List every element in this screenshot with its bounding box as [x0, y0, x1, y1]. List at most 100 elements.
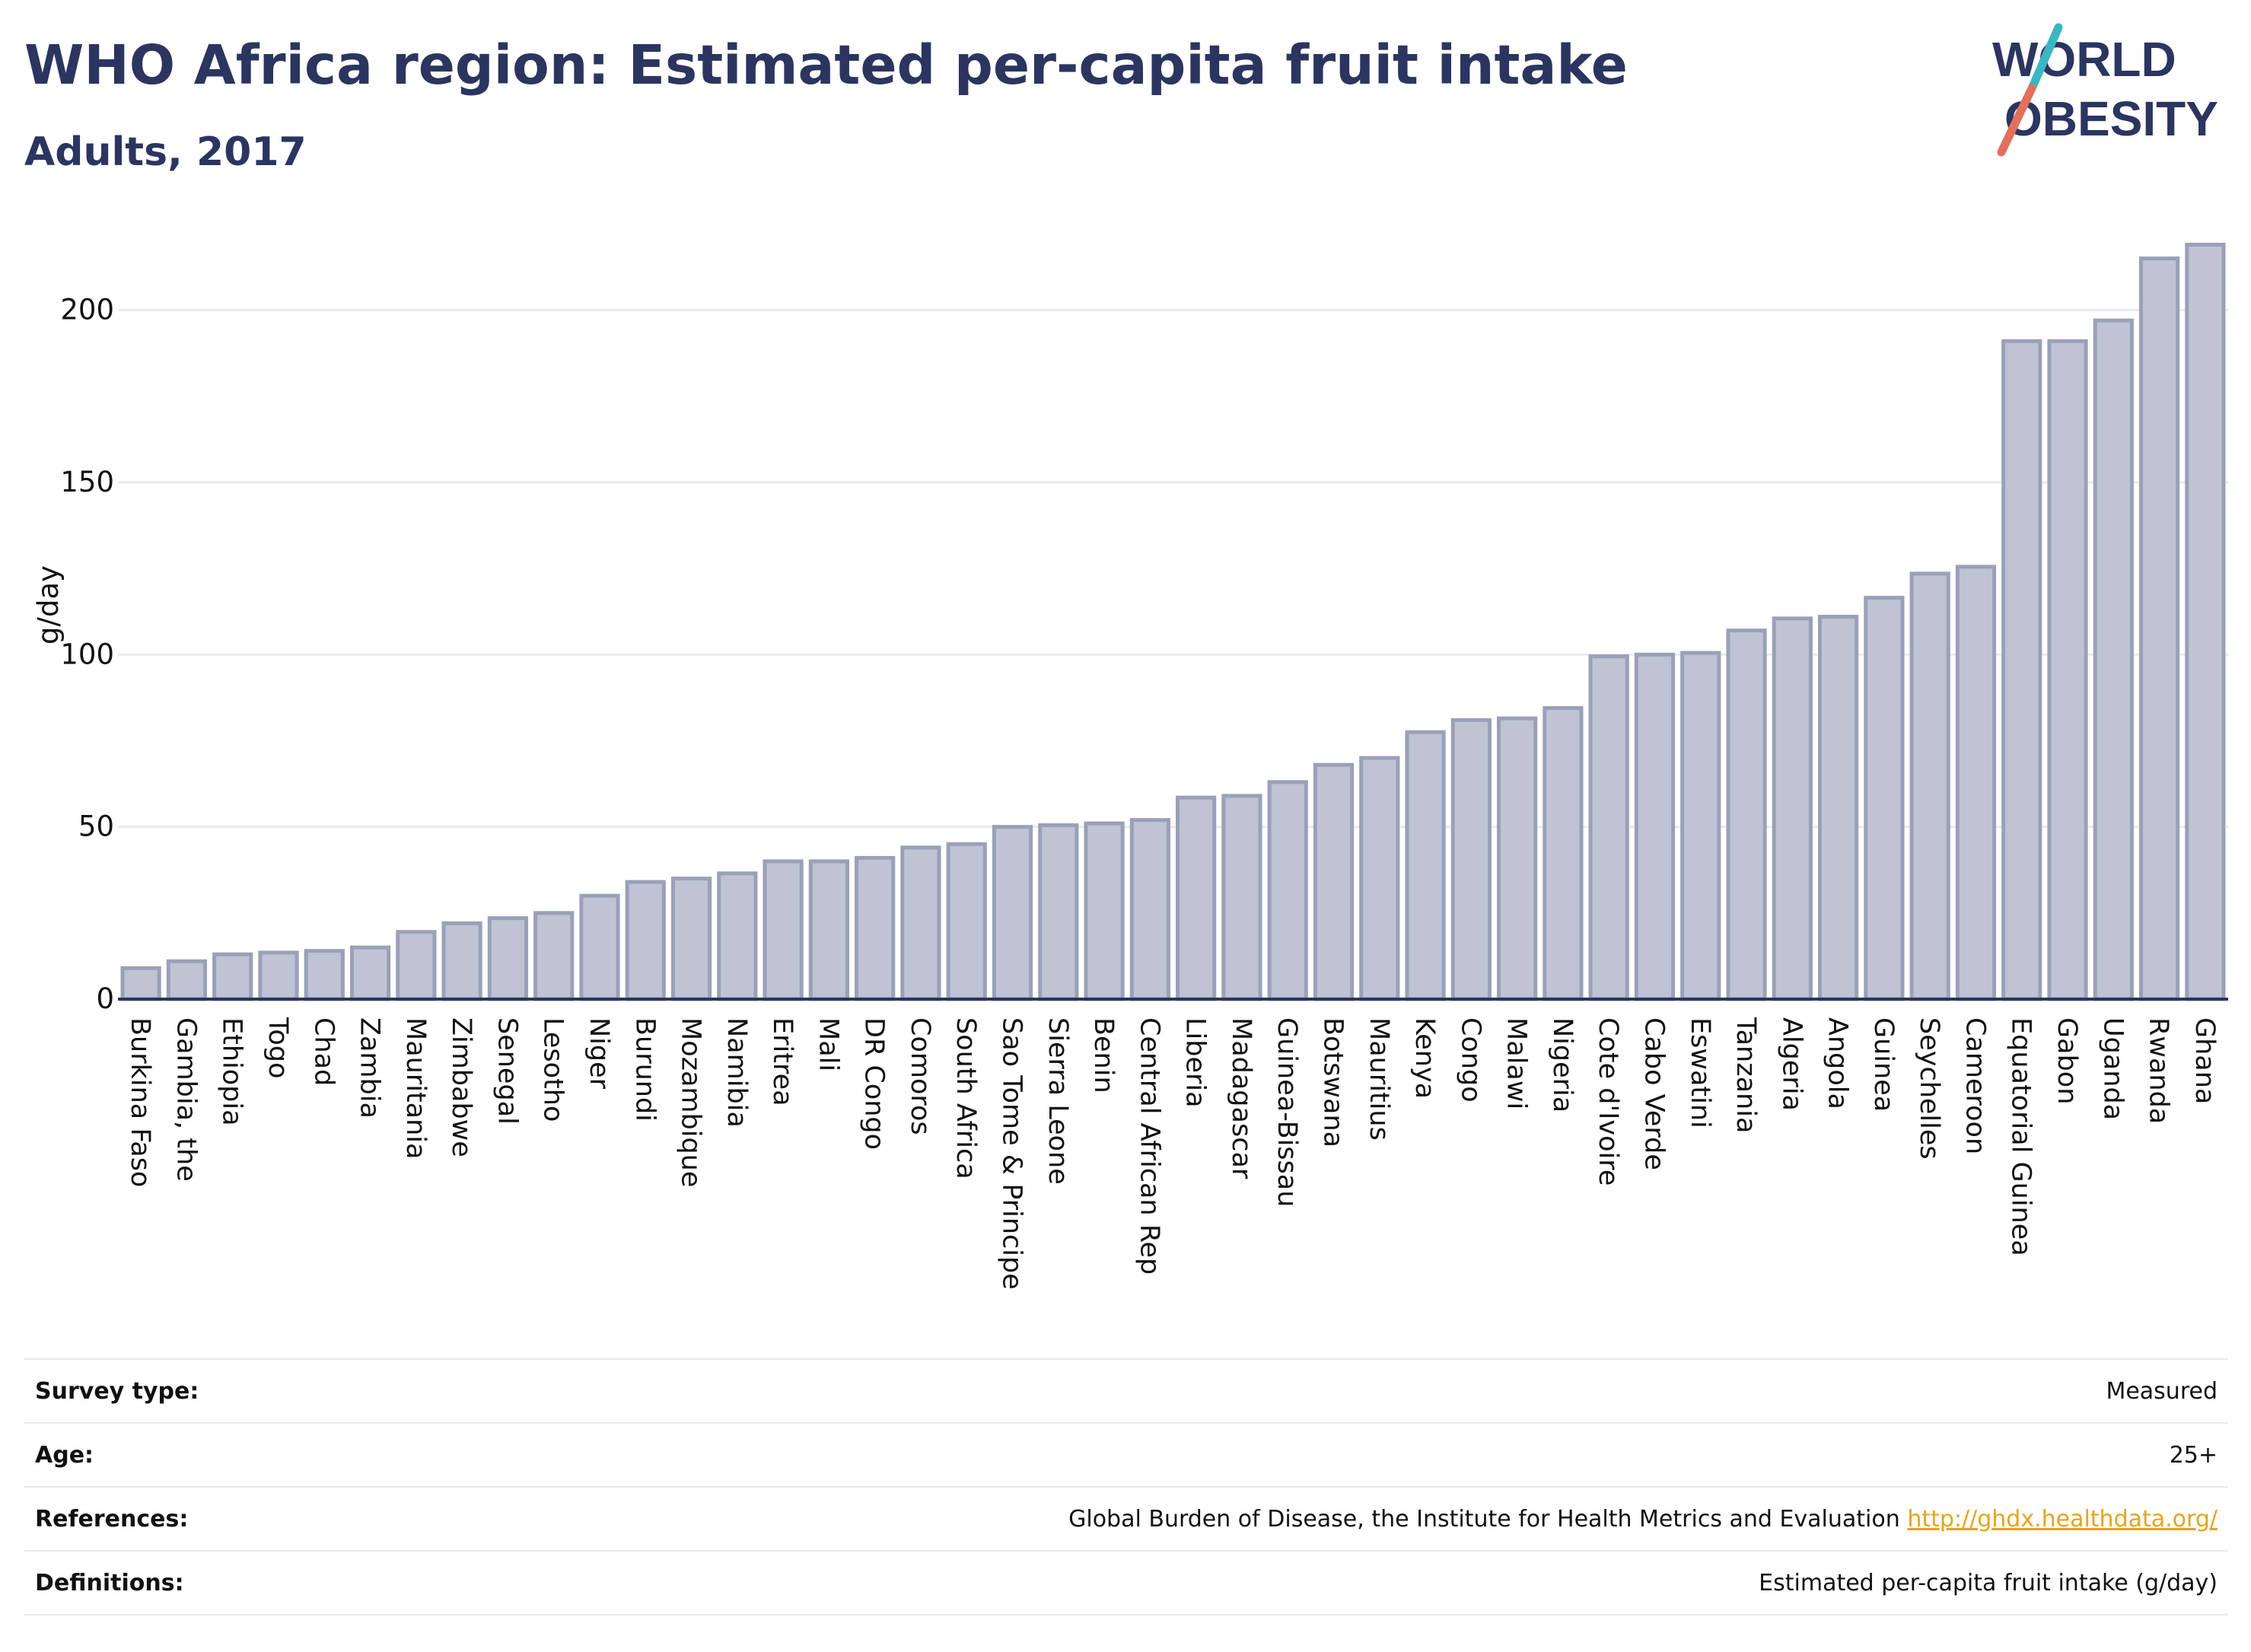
metadata-table: Survey type: Measured Age: 25+ Reference… — [24, 1358, 2228, 1615]
bar — [212, 952, 253, 1001]
bar — [1588, 654, 1629, 1001]
meta-row-definitions: Definitions: Estimated per-capita fruit … — [24, 1550, 2228, 1615]
x-tick-label: Eritrea — [767, 1017, 798, 1106]
x-tick-label: Burkina Faso — [125, 1017, 155, 1187]
x-tick-label: Algeria — [1776, 1017, 1807, 1111]
x-tick-label: Mozambique — [676, 1017, 706, 1187]
x-tick-label: DR Congo — [859, 1017, 890, 1150]
y-tick-label: 50 — [78, 810, 114, 843]
bar — [1221, 794, 1262, 1001]
bar — [808, 859, 849, 1001]
bar — [2001, 339, 2042, 1001]
bar — [1450, 718, 1492, 1001]
meta-label: Definitions: — [35, 1570, 184, 1596]
chart-title: WHO Africa region: Estimated per-capita … — [24, 33, 1628, 97]
meta-value: 25+ — [2169, 1442, 2218, 1469]
bar — [579, 893, 620, 1001]
bar — [166, 959, 208, 1001]
references-link[interactable]: http://ghdx.healthdata.org/ — [1907, 1506, 2218, 1533]
bar — [946, 842, 987, 1001]
bar — [1680, 651, 1721, 1001]
chart-subtitle: Adults, 2017 — [24, 129, 307, 175]
world-obesity-logo: WORLD OBESITY — [1992, 23, 2218, 157]
bar — [763, 859, 804, 1001]
bar — [1726, 629, 1767, 1001]
x-tick-label: Sao Tome & Principe — [997, 1017, 1027, 1290]
bar — [1817, 614, 1859, 1001]
x-tick-label: Zambia — [355, 1017, 385, 1119]
svg-text:WORLD: WORLD — [1992, 32, 2176, 87]
x-tick-label: Gabon — [2052, 1017, 2082, 1104]
x-tick-label: Nigeria — [1547, 1017, 1578, 1112]
bar — [670, 877, 712, 1001]
bar — [1359, 756, 1400, 1001]
bar — [2185, 243, 2226, 1001]
x-tick-label: Malawi — [1501, 1017, 1532, 1109]
x-tick-label: Madagascar — [1226, 1017, 1256, 1179]
x-tick-label: Ethiopia — [217, 1017, 247, 1126]
references-text: Global Burden of Disease, the Institute … — [1068, 1506, 1900, 1533]
bar — [1405, 730, 1446, 1001]
bar — [441, 921, 482, 1001]
bar — [533, 911, 575, 1001]
bar — [2047, 339, 2088, 1001]
bar — [900, 845, 941, 1001]
meta-label: Age: — [35, 1442, 94, 1469]
bar — [258, 950, 299, 1001]
x-tick-label: Togo — [263, 1017, 293, 1078]
bar — [1634, 652, 1676, 1001]
x-tick-label: Cote d'Ivoire — [1593, 1017, 1623, 1186]
bar — [304, 949, 345, 1001]
meta-value: Estimated per-capita fruit intake (g/day… — [1759, 1570, 2218, 1596]
x-tick-label: Namibia — [721, 1017, 752, 1128]
bar — [1038, 823, 1079, 1001]
bar — [1267, 780, 1308, 1001]
x-tick-label: Botswana — [1317, 1017, 1348, 1147]
x-tick-label: Mali — [813, 1017, 843, 1071]
y-tick-label: 150 — [60, 466, 114, 498]
bar — [717, 871, 758, 1001]
bar — [2093, 318, 2134, 1001]
x-tick-label: Comoros — [905, 1017, 935, 1135]
x-tick-label: Liberia — [1180, 1017, 1211, 1108]
x-tick-label: Senegal — [492, 1017, 522, 1125]
svg-text:OBESITY: OBESITY — [2004, 91, 2218, 146]
bar — [1864, 596, 1905, 1001]
x-tick-label: Benin — [1088, 1017, 1119, 1093]
x-tick-label: Seychelles — [1914, 1017, 1944, 1160]
bar — [625, 880, 666, 1001]
bar — [992, 825, 1033, 1001]
meta-label: References: — [35, 1506, 189, 1533]
bar — [1497, 716, 1538, 1001]
x-tick-label: Ghana — [2189, 1017, 2220, 1104]
x-tick-label: Kenya — [1409, 1017, 1440, 1099]
bar — [1129, 818, 1170, 1001]
x-tick-label: Mauritius — [1364, 1017, 1394, 1141]
x-tick-label: Guinea-Bissau — [1272, 1017, 1302, 1207]
y-tick-label: 100 — [60, 638, 114, 670]
bar — [1543, 705, 1584, 1001]
x-tick-label: Guinea — [1868, 1017, 1899, 1112]
meta-row-references: References: Global Burden of Disease, th… — [24, 1486, 2228, 1550]
x-tick-label: Cabo Verde — [1638, 1017, 1669, 1170]
meta-row-age: Age: 25+ — [24, 1422, 2228, 1486]
x-tick-label: Sierra Leone — [1043, 1017, 1073, 1185]
x-tick-label: Equatorial Guinea — [2006, 1017, 2036, 1256]
bar — [2138, 256, 2180, 1001]
meta-value: Global Burden of Disease, the Institute … — [1068, 1506, 2218, 1533]
x-tick-label: Lesotho — [538, 1017, 568, 1122]
x-tick-label: Mauritania — [400, 1017, 431, 1159]
x-tick-label: Central African Rep — [1134, 1017, 1164, 1275]
bar — [120, 966, 161, 1001]
x-tick-label: Gambia, the — [170, 1017, 201, 1182]
bar — [1909, 571, 1950, 1001]
bar-chart: 0 50 100 150 200 g/day Burkina Faso Gambia, the… — [32, 243, 2228, 1290]
bar — [487, 916, 529, 1001]
x-tick-label: Uganda — [2097, 1017, 2128, 1120]
bar — [1955, 565, 1997, 1001]
x-tick-label: Burundi — [629, 1017, 660, 1122]
x-tick-label: Angola — [1823, 1017, 1853, 1109]
x-tick-label: Rwanda — [2144, 1017, 2174, 1124]
x-tick-label: South Africa — [950, 1017, 981, 1179]
meta-value: Measured — [2106, 1378, 2218, 1405]
